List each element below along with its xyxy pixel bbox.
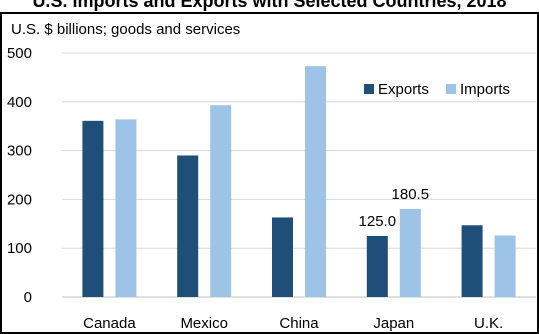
- data-label: 125.0: [359, 213, 397, 230]
- chart-title-strip: U.S. Imports and Exports with Selected C…: [0, 0, 539, 12]
- y-tick-label: 500: [7, 45, 32, 62]
- chart-title: U.S. Imports and Exports with Selected C…: [32, 0, 507, 11]
- x-tick-label: Japan: [373, 315, 414, 332]
- x-tick-label: U.K.: [474, 315, 503, 332]
- y-tick-label: 0: [24, 289, 32, 306]
- bar-imports-uk: [494, 235, 516, 297]
- bar-imports-china: [305, 66, 326, 298]
- legend-label-imports: Imports: [460, 81, 510, 98]
- bar-exports-canada: [82, 120, 104, 297]
- legend-swatch-imports: [446, 84, 456, 94]
- y-tick-label: 400: [7, 94, 32, 111]
- chart-subtitle: U.S. $ billions; goods and services: [11, 21, 240, 38]
- y-tick-label: 100: [7, 240, 32, 257]
- x-tick-label: Canada: [83, 315, 136, 332]
- x-tick-label: Mexico: [180, 315, 228, 332]
- data-label: 180.5: [392, 186, 430, 203]
- bar-imports-canada: [115, 119, 137, 297]
- bar-exports-china: [272, 217, 293, 297]
- bar-exports-mexico: [177, 155, 199, 297]
- y-tick-label: 300: [7, 143, 32, 160]
- legend-swatch-exports: [364, 84, 374, 94]
- chart-frame: [0, 12, 539, 334]
- bar-exports-japan: [366, 236, 388, 297]
- x-tick-label: China: [279, 315, 319, 332]
- bar-imports-mexico: [210, 105, 232, 297]
- y-tick-label: 200: [7, 191, 32, 208]
- bar-exports-uk: [461, 225, 483, 297]
- bar-imports-japan: [399, 208, 421, 297]
- legend-label-exports: Exports: [378, 81, 429, 98]
